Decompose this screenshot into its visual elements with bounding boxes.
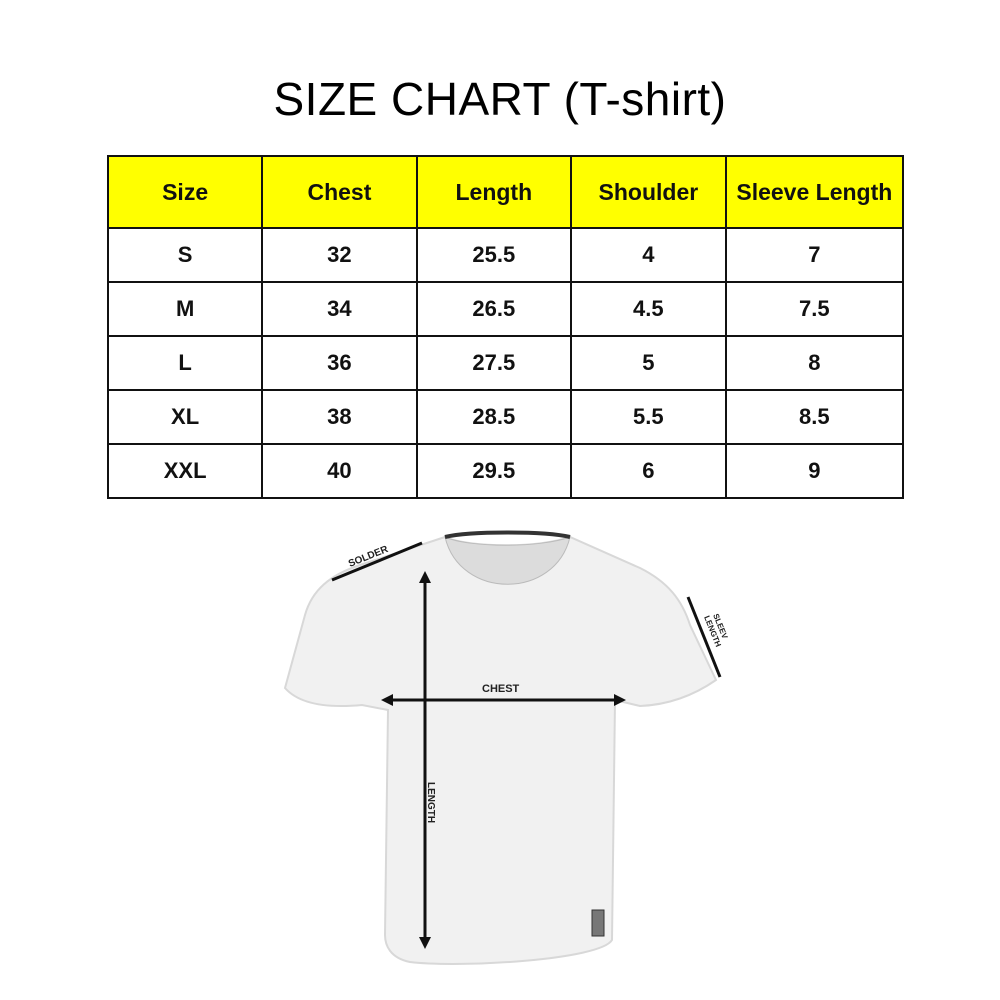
size-table: Size Chest Length Shoulder Sleeve Length…	[106, 155, 905, 499]
cell-length: 26.5	[415, 281, 573, 337]
cell-length: 29.5	[415, 443, 573, 499]
cell-sleeve-length: 8	[724, 335, 905, 391]
cell-sleeve-length: 8.5	[724, 389, 905, 445]
cell-shoulder: 5	[570, 335, 727, 391]
cell-size: XXL	[106, 443, 264, 499]
table-row: S 32 25.5 4 7	[106, 227, 905, 283]
cell-shoulder: 6	[570, 443, 727, 499]
shoulder-measure-line	[331, 541, 423, 582]
cell-size: S	[106, 227, 264, 283]
header-sleeve-length: Sleeve Length	[724, 155, 905, 229]
chest-label: CHEST	[482, 683, 520, 695]
cell-size: L	[106, 335, 264, 391]
page-title: SIZE CHART (T-shirt)	[273, 73, 727, 125]
table-row: L 36 27.5 5 8	[106, 335, 905, 391]
cell-chest: 38	[261, 389, 418, 445]
cell-chest: 36	[261, 335, 418, 391]
cell-size: M	[106, 281, 264, 337]
cell-length: 27.5	[415, 335, 573, 391]
table-header-row: Size Chest Length Shoulder Sleeve Length	[106, 155, 905, 229]
cell-sleeve-length: 7	[724, 227, 905, 283]
cell-length: 25.5	[415, 227, 573, 283]
header-chest: Chest	[261, 155, 418, 229]
cell-chest: 34	[261, 281, 418, 337]
cell-shoulder: 4	[570, 227, 727, 283]
cell-shoulder: 4.5	[570, 281, 727, 337]
cell-sleeve-length: 7.5	[724, 281, 905, 337]
table-row: M 34 26.5 4.5 7.5	[106, 281, 905, 337]
tshirt-diagram: SOLDER LENGTH CHEST SLEEV LENGTH	[283, 530, 730, 965]
tshirt-body	[283, 535, 718, 965]
cell-chest: 32	[261, 227, 418, 283]
cell-size: XL	[106, 389, 264, 445]
tshirt-tag-logo	[591, 909, 605, 937]
cell-sleeve-length: 9	[724, 443, 905, 499]
table-row: XL 38 28.5 5.5 8.5	[106, 389, 905, 445]
collar-trim	[444, 530, 571, 539]
header-size: Size	[106, 155, 264, 229]
cell-shoulder: 5.5	[570, 389, 727, 445]
header-length: Length	[415, 155, 573, 229]
table-row: XXL 40 29.5 6 9	[106, 443, 905, 499]
length-label: LENGTH	[425, 782, 436, 823]
header-shoulder: Shoulder	[570, 155, 727, 229]
sleeve-measure-line	[686, 596, 722, 678]
cell-chest: 40	[261, 443, 418, 499]
cell-length: 28.5	[415, 389, 573, 445]
tshirt-neck	[444, 536, 571, 585]
